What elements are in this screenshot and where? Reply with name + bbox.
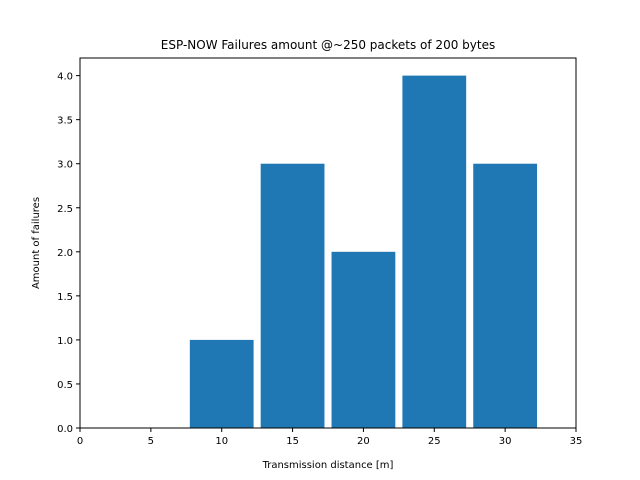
y-tick-label: 1.0 (57, 336, 73, 347)
bars-group (189, 75, 538, 428)
bar-10 (189, 339, 254, 428)
y-axis-label: Amount of failures (31, 197, 42, 289)
y-tick-label: 3.5 (57, 116, 73, 127)
y-tick-label: 4.0 (57, 72, 73, 83)
y-tick-label: 0.0 (57, 424, 73, 435)
x-tick-label: 30 (499, 436, 512, 447)
x-tick-label: 20 (357, 436, 370, 447)
x-axis-ticks: 0 5 10 15 20 25 30 35 (77, 428, 583, 447)
x-tick-label: 10 (215, 436, 228, 447)
y-axis-ticks: 0.0 0.5 1.0 1.5 2.0 2.5 3.0 3.5 4.0 (57, 72, 80, 435)
bar-25 (402, 75, 467, 428)
x-tick-label: 5 (148, 436, 154, 447)
y-tick-label: 1.5 (57, 292, 73, 303)
x-tick-label: 15 (286, 436, 299, 447)
x-tick-label: 0 (77, 436, 83, 447)
plot-frame (79, 57, 577, 429)
x-tick-label: 25 (428, 436, 441, 447)
bar-15 (260, 163, 325, 428)
y-tick-label: 2.5 (57, 204, 73, 215)
y-tick-label: 2.0 (57, 248, 73, 259)
x-tick-label: 35 (570, 436, 583, 447)
y-tick-label: 0.5 (57, 380, 73, 391)
bar-30 (473, 163, 538, 428)
x-axis-label: Transmission distance [m] (262, 460, 394, 471)
chart-title: ESP-NOW Failures amount @~250 packets of… (161, 38, 495, 52)
y-tick-label: 3.0 (57, 160, 73, 171)
bar-20 (331, 251, 396, 428)
